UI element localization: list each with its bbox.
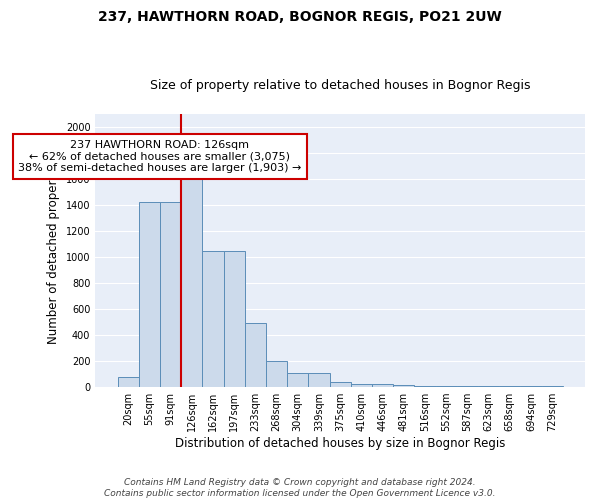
Bar — [181, 179, 202, 387]
Bar — [118, 376, 139, 387]
Bar — [478, 386, 499, 387]
Bar — [520, 386, 542, 387]
Bar — [139, 202, 160, 387]
Bar — [329, 382, 351, 387]
Bar — [415, 386, 436, 387]
Bar — [308, 374, 329, 387]
Bar — [351, 384, 372, 387]
Bar — [542, 386, 563, 387]
Text: Contains HM Land Registry data © Crown copyright and database right 2024.
Contai: Contains HM Land Registry data © Crown c… — [104, 478, 496, 498]
X-axis label: Distribution of detached houses by size in Bognor Regis: Distribution of detached houses by size … — [175, 437, 505, 450]
Bar — [224, 250, 245, 387]
Bar — [160, 202, 181, 387]
Bar — [245, 324, 266, 387]
Text: 237, HAWTHORN ROAD, BOGNOR REGIS, PO21 2UW: 237, HAWTHORN ROAD, BOGNOR REGIS, PO21 2… — [98, 10, 502, 24]
Bar — [202, 250, 224, 387]
Bar — [372, 384, 393, 387]
Bar — [287, 374, 308, 387]
Bar — [266, 361, 287, 387]
Bar — [393, 385, 415, 387]
Bar — [457, 386, 478, 387]
Y-axis label: Number of detached properties: Number of detached properties — [47, 158, 60, 344]
Text: 237 HAWTHORN ROAD: 126sqm
← 62% of detached houses are smaller (3,075)
38% of se: 237 HAWTHORN ROAD: 126sqm ← 62% of detac… — [18, 140, 302, 173]
Bar — [499, 386, 520, 387]
Title: Size of property relative to detached houses in Bognor Regis: Size of property relative to detached ho… — [150, 79, 530, 92]
Bar — [436, 386, 457, 387]
